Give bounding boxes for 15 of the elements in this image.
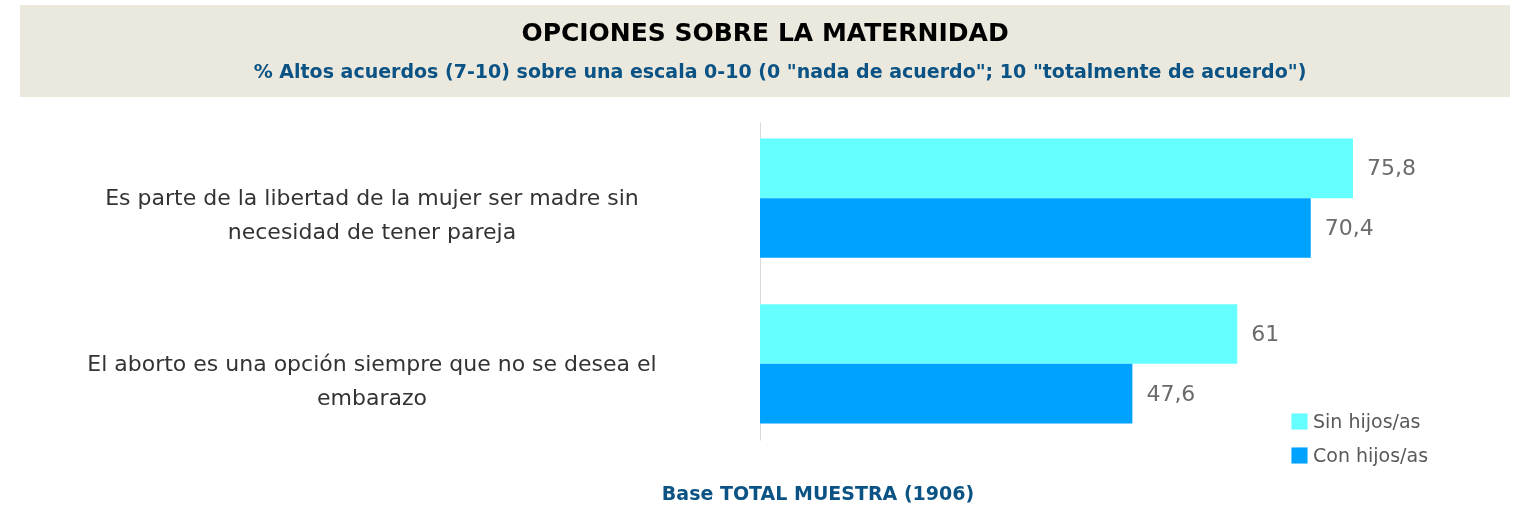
data-label: 70,4 xyxy=(1324,215,1374,240)
data-label: 47,6 xyxy=(1146,380,1196,406)
y-tick-label: El aborto es una opción siempre que no se desea el embarazo xyxy=(87,350,657,410)
legend-label: Con hijos/as xyxy=(1313,443,1429,466)
bar xyxy=(760,198,1311,258)
bar xyxy=(760,363,1133,424)
data-label: 61 xyxy=(1251,321,1280,346)
chart-subtitle: % Altos acuerdos (7-10) sobre una escala 0-10 (0 "nada de acuerdo"; 10 "totalmente de acuerdo") xyxy=(253,60,1307,82)
text: Base TOTAL MUESTRA (1906) xyxy=(661,482,975,504)
y-tick-label: Es parte de la libertad de la mujer ser madre sin necesidad de tener pareja xyxy=(105,185,639,245)
data-label: 75,8 xyxy=(1367,155,1416,181)
chart-title: OPCIONES SOBRE LA MATERNIDAD xyxy=(521,18,1009,47)
legend-label: Sin hijos/as xyxy=(1313,409,1421,432)
bar xyxy=(760,304,1238,364)
bar xyxy=(760,138,1353,199)
